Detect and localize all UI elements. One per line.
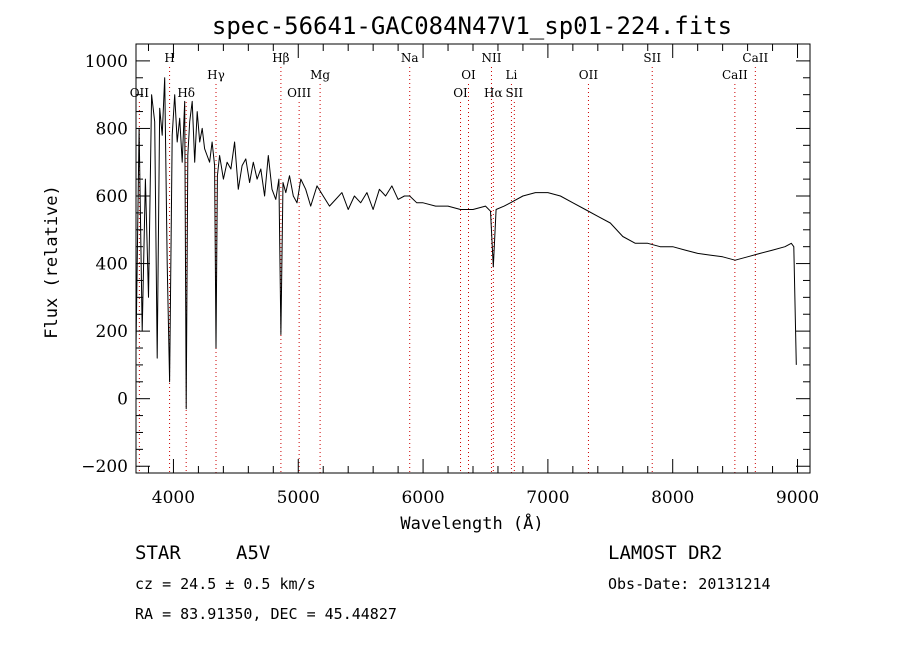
spectral-line-label: Hδ [177, 86, 195, 100]
spectral-line-label: CaII [722, 68, 748, 82]
y-tick-label: 600 [96, 187, 128, 207]
spectral-line-label: Hα [484, 86, 503, 100]
x-tick-label: 9000 [776, 488, 819, 508]
x-tick-label: 5000 [277, 488, 320, 508]
plot-border [135, 43, 811, 474]
spectral-line-label: OII [130, 86, 150, 100]
y-tick-label: 200 [96, 322, 128, 342]
x-tick-label: 4000 [152, 488, 195, 508]
spectral-line-label: SII [505, 86, 523, 100]
y-tick-label: 1000 [85, 52, 128, 72]
axis-ticks: 4000 5000 6000 7000 8000 9000 −200 0 200 400 600 80… [81, 44, 819, 508]
spectral-line-label: SII [643, 51, 661, 65]
coordinates: RA = 83.91350, DEC = 45.44827 [135, 605, 397, 623]
spectral-line-label: OI [453, 86, 468, 100]
spectral-line-label: Hγ [207, 68, 225, 82]
spectral-line-label: OIII [287, 86, 311, 100]
spectral-line-label: OI [461, 68, 476, 82]
x-tick-label: 7000 [526, 488, 569, 508]
x-tick-label: 8000 [651, 488, 694, 508]
spectral-line-label: Li [506, 68, 518, 82]
x-axis-label: Wavelength (Å) [400, 512, 543, 534]
y-tick-label: 800 [96, 119, 128, 139]
spectral-line-label: Mg [310, 68, 330, 82]
survey-name: LAMOST DR2 [608, 542, 722, 564]
spectrum-series [135, 77, 797, 410]
spectral-line-label: NII [481, 51, 501, 65]
spectral-line-label: Na [401, 51, 419, 65]
redshift-velocity: cz = 24.5 ± 0.5 km/s [135, 575, 316, 593]
spectral-line-label: H [164, 51, 174, 65]
spectral-class: A5V [236, 542, 270, 564]
spectral-line-label: Hβ [272, 51, 289, 65]
spectral-line-label: OII [579, 68, 599, 82]
spectral-line-label: CaII [742, 51, 768, 65]
y-axis-label: Flux (relative) [42, 185, 62, 339]
chart-title: spec-56641-GAC084N47V1_sp01-224.fits [212, 12, 732, 40]
object-type: STAR [135, 542, 181, 564]
observation-date: Obs-Date: 20131214 [608, 575, 771, 593]
plot-frame [135, 43, 811, 474]
y-tick-label: 400 [96, 255, 128, 275]
x-tick-label: 6000 [401, 488, 444, 508]
y-tick-label: −200 [81, 457, 128, 477]
y-tick-label: 0 [117, 390, 128, 410]
spectrum-line [135, 77, 797, 410]
